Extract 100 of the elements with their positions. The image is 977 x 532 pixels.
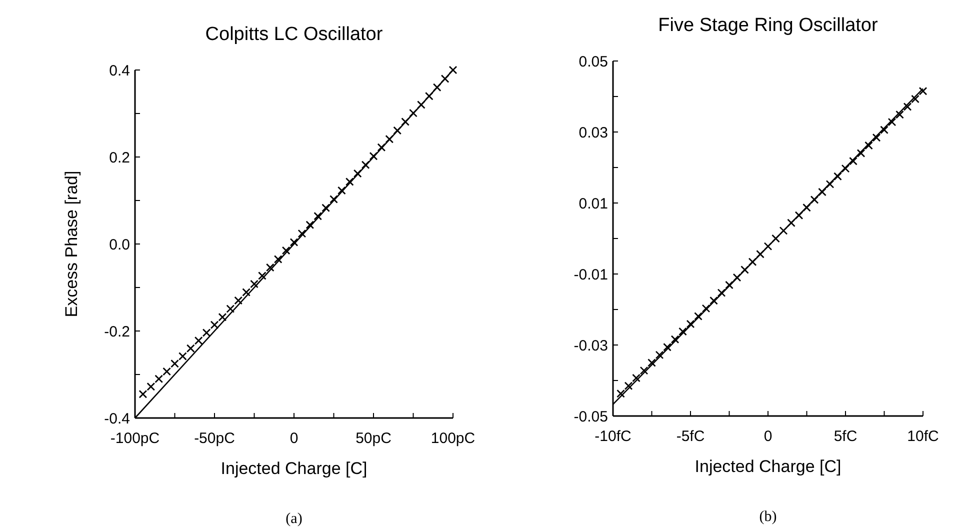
y-tick-label: 0.03 — [578, 124, 608, 142]
point — [732, 273, 742, 282]
point — [401, 118, 410, 126]
point — [409, 108, 418, 118]
point — [266, 263, 274, 272]
point — [290, 238, 298, 246]
y-axis-title: Excess Phase [rad] — [62, 170, 81, 318]
point — [338, 186, 346, 195]
point — [282, 246, 290, 255]
point — [740, 266, 749, 274]
point — [810, 196, 819, 204]
x-tick-label: -5fC — [676, 428, 705, 445]
x-tick-label: 10fC — [907, 428, 940, 445]
point — [802, 203, 811, 212]
point — [849, 156, 858, 166]
y-tick-label: 0.01 — [578, 195, 608, 212]
point — [385, 134, 394, 144]
point — [170, 359, 179, 368]
point — [322, 204, 330, 212]
point — [787, 218, 796, 228]
point — [298, 229, 306, 238]
point — [678, 327, 687, 336]
y-tick-label: -0.4 — [104, 410, 130, 428]
point — [162, 367, 171, 376]
point — [274, 255, 282, 264]
point — [146, 382, 156, 391]
point — [178, 352, 187, 360]
point — [794, 211, 804, 220]
point — [710, 296, 718, 305]
point — [888, 118, 896, 126]
text: (b) — [759, 509, 777, 525]
point — [345, 178, 354, 186]
point — [826, 180, 834, 188]
point — [194, 336, 203, 345]
point — [663, 342, 672, 352]
point — [864, 141, 873, 150]
y-tick-label: -0.2 — [104, 323, 130, 340]
point — [616, 389, 625, 398]
point — [772, 234, 780, 243]
point — [694, 312, 702, 320]
point — [756, 250, 764, 258]
point — [834, 172, 842, 181]
x-tick-label: 100pC — [430, 430, 476, 447]
point — [779, 226, 788, 235]
x-tick-label: -50pC — [194, 430, 236, 447]
point — [369, 152, 378, 160]
x-axis-title: Injected Charge [C] — [694, 457, 842, 476]
point — [330, 194, 338, 204]
point — [377, 143, 386, 152]
point — [918, 86, 928, 96]
point — [896, 110, 904, 119]
point — [655, 350, 664, 360]
x-axis-title: Injected Charge [C] — [220, 459, 368, 478]
point — [872, 133, 881, 142]
y-tick-label: -0.01 — [574, 266, 608, 284]
point — [361, 160, 370, 170]
point — [440, 74, 450, 83]
y-tick-label: -0.05 — [574, 408, 608, 426]
point — [903, 102, 912, 111]
point — [417, 100, 426, 109]
chart-title: Five Stage Ring Oscillator — [658, 15, 878, 36]
y-tick-label: -0.03 — [574, 337, 608, 354]
point — [210, 320, 219, 330]
x-tick-label: 0 — [764, 428, 772, 445]
point — [186, 344, 195, 353]
point — [448, 66, 458, 74]
point — [632, 374, 640, 382]
point — [856, 149, 866, 158]
y-tick-label: 0.4 — [109, 62, 130, 80]
point — [717, 288, 726, 298]
point — [154, 374, 164, 384]
point — [841, 164, 850, 173]
point — [314, 212, 322, 220]
text: (a) — [286, 511, 302, 527]
x-tick-label: -10fC — [594, 428, 632, 445]
y-tick-label: 0.0 — [109, 236, 130, 254]
point — [258, 272, 266, 280]
y-tick-label: 0.05 — [578, 53, 608, 70]
point — [748, 258, 757, 266]
x-tick-label: 0 — [290, 430, 298, 447]
point — [138, 390, 148, 398]
point — [624, 382, 633, 390]
point — [353, 169, 362, 178]
chart-title: Colpitts LC Oscillator — [205, 24, 384, 45]
point — [202, 328, 211, 337]
point — [218, 312, 227, 322]
y-tick-label: 0.2 — [109, 149, 130, 166]
x-tick-label: 50pC — [356, 430, 392, 447]
point — [670, 335, 680, 344]
point — [242, 288, 250, 296]
point — [686, 320, 695, 328]
point — [424, 92, 434, 100]
point — [911, 94, 920, 104]
point — [432, 83, 442, 92]
x-tick-label: -100pC — [110, 430, 160, 447]
point — [818, 188, 826, 196]
point — [306, 220, 314, 230]
point — [702, 304, 710, 313]
point — [880, 126, 888, 134]
point — [648, 358, 656, 367]
